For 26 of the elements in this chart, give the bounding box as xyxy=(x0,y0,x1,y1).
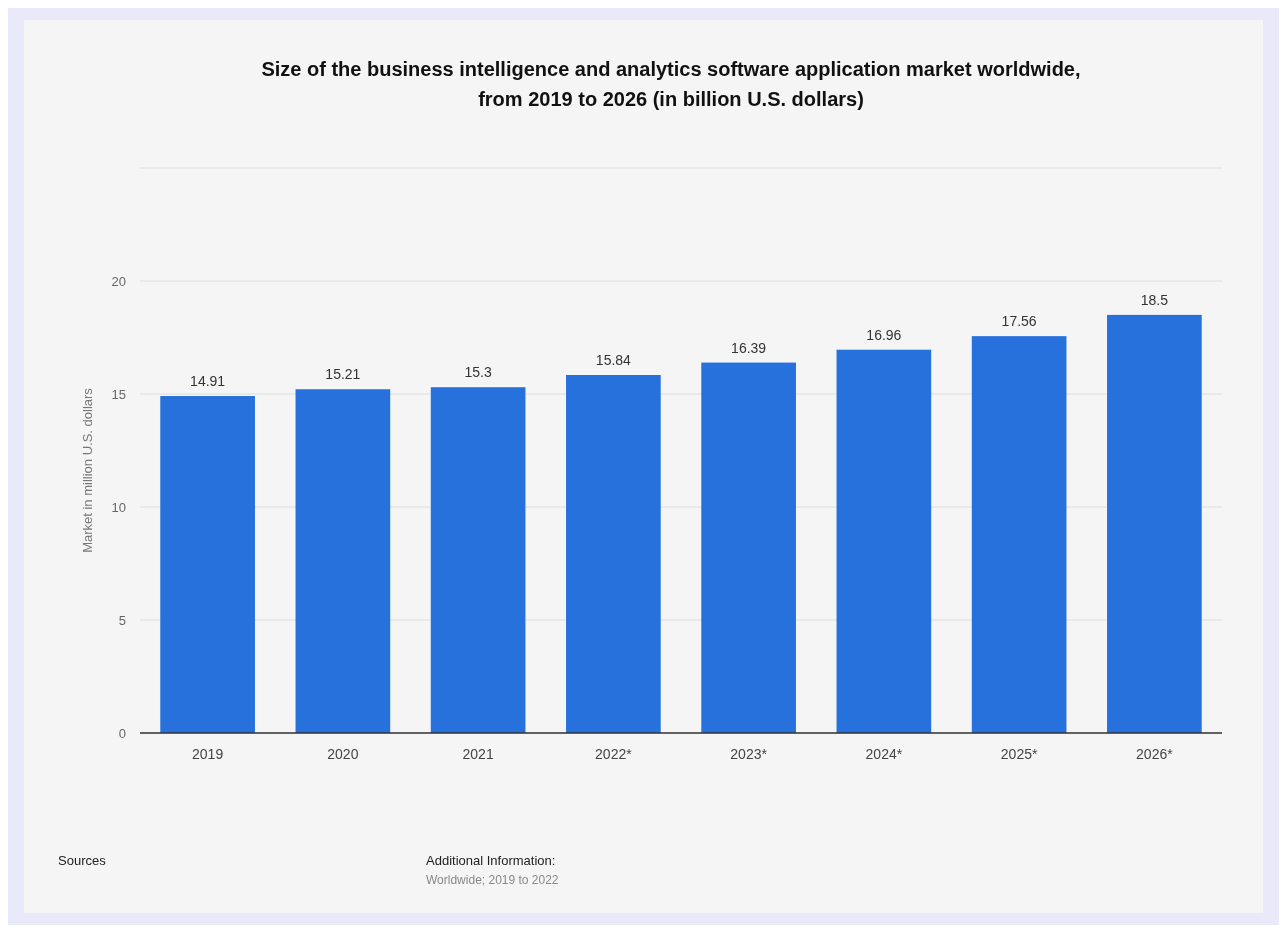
y-tick-label: 5 xyxy=(118,612,126,628)
y-tick-label: 20 xyxy=(111,273,126,289)
y-tick-label: 15 xyxy=(111,386,126,402)
data-label: 15.3 xyxy=(464,364,492,381)
x-tick-label: 2020 xyxy=(327,746,359,762)
data-label: 15.21 xyxy=(325,366,361,383)
data-label: 14.91 xyxy=(190,373,226,390)
data-label: 18.5 xyxy=(1140,291,1169,308)
x-tick-label: 2019 xyxy=(192,746,224,762)
x-tick-label: 2023* xyxy=(730,746,768,762)
x-tick-label: 2022* xyxy=(595,746,633,762)
y-tick-label: 0 xyxy=(118,725,126,741)
x-tick-label: 2024* xyxy=(865,746,903,762)
data-label: 17.56 xyxy=(1001,313,1037,330)
y-tick-label: 10 xyxy=(111,499,126,515)
x-tick-label: 2025* xyxy=(1000,746,1038,762)
text: Worldwide; 2019 to 2022 xyxy=(426,873,559,887)
text: Additional Information: xyxy=(426,853,556,868)
y-axis-title: Market in million U.S. dollars xyxy=(80,387,95,553)
x-tick-label: 2026* xyxy=(1136,746,1174,762)
data-label: 16.96 xyxy=(866,326,902,343)
x-tick-label: 2021 xyxy=(462,746,494,762)
data-label: 16.39 xyxy=(731,339,767,356)
data-label: 15.84 xyxy=(595,352,632,369)
chart-title: Size of the business intelligence and analytics software application market worldwide, from 2019 to 2026 (in billion U.S. dollars) xyxy=(261,58,1081,110)
text: Sources xyxy=(58,853,107,868)
